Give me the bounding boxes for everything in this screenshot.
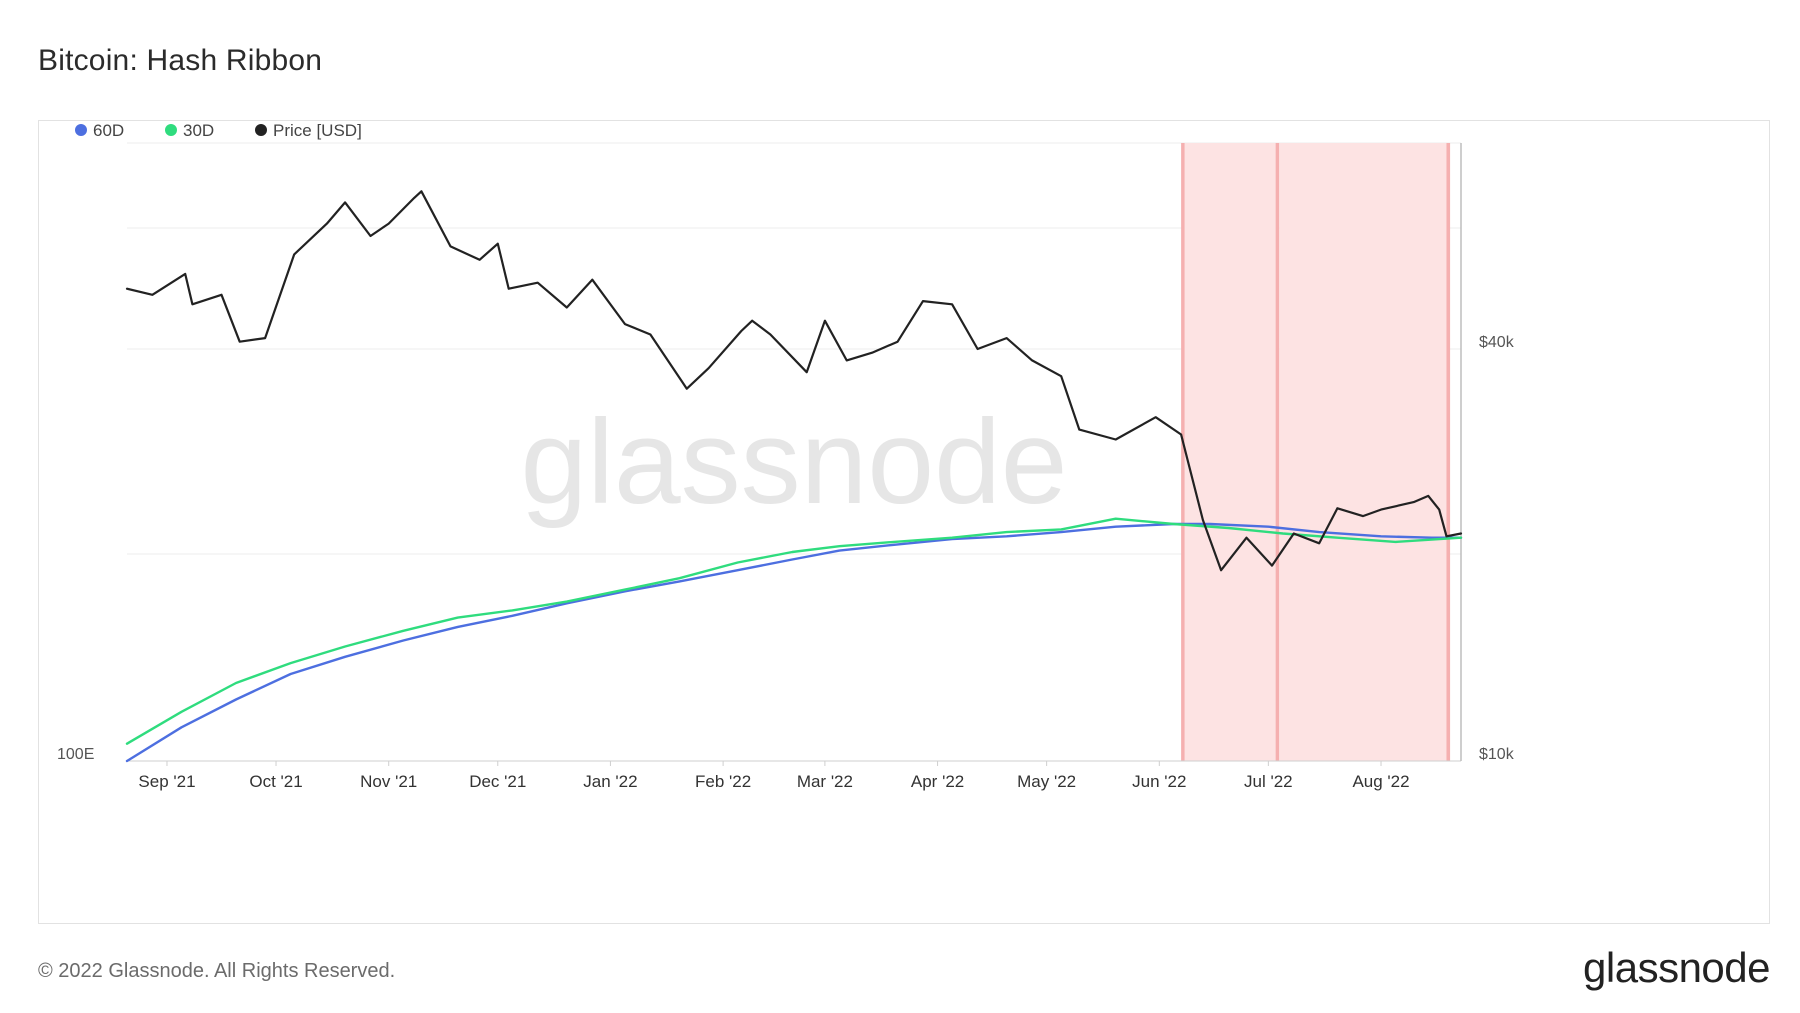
y-right-tick-label: $10k xyxy=(1479,746,1515,763)
capitulation-edge xyxy=(1446,143,1451,761)
y-right-tick-label: $40k xyxy=(1479,334,1515,351)
glassnode-logo[interactable]: glassnode xyxy=(1583,944,1770,991)
series-line-price-usd xyxy=(125,190,1463,572)
chart-title: Bitcoin: Hash Ribbon xyxy=(38,44,323,77)
legend-dot xyxy=(75,124,87,136)
legend-dot xyxy=(165,124,177,136)
series-line-30d xyxy=(125,517,1463,745)
x-tick-label: May '22 xyxy=(1017,772,1076,791)
legend-dot xyxy=(255,124,267,136)
y-left-tick-label: 100E xyxy=(57,746,94,763)
x-tick-label: Jul '22 xyxy=(1244,772,1293,791)
hash-ribbon-chart: glassnode Sep '21 Oct '21 Nov '21 Dec '21 Jan… xyxy=(57,121,1515,791)
legend-label: 60D xyxy=(93,121,124,140)
watermark-text: glassnode xyxy=(520,395,1067,529)
x-tick-label: Sep '21 xyxy=(138,772,195,791)
chart-frame: glassnode Sep '21 Oct '21 Nov '21 Dec '21 Jan… xyxy=(38,120,1770,924)
x-tick-label: Jan '22 xyxy=(583,772,637,791)
x-tick-label: Nov '21 xyxy=(360,772,417,791)
capitulation-edge xyxy=(1181,143,1185,761)
x-tick-label: Oct '21 xyxy=(249,772,302,791)
capitulation-band xyxy=(1279,143,1447,761)
x-tick-label: Apr '22 xyxy=(911,772,964,791)
series-line-60d xyxy=(125,522,1463,763)
legend-label: Price [USD] xyxy=(273,121,362,140)
capitulation-edge xyxy=(1275,143,1280,761)
x-tick-label: Mar '22 xyxy=(797,772,853,791)
x-tick-label: Dec '21 xyxy=(469,772,526,791)
legend-label: 30D xyxy=(183,121,214,140)
x-tick-label: Jun '22 xyxy=(1132,772,1186,791)
x-tick-label: Aug '22 xyxy=(1352,772,1409,791)
copyright-text: © 2022 Glassnode. All Rights Reserved. xyxy=(38,960,396,982)
x-tick-label: Feb '22 xyxy=(695,772,751,791)
capitulation-band xyxy=(1184,143,1276,761)
